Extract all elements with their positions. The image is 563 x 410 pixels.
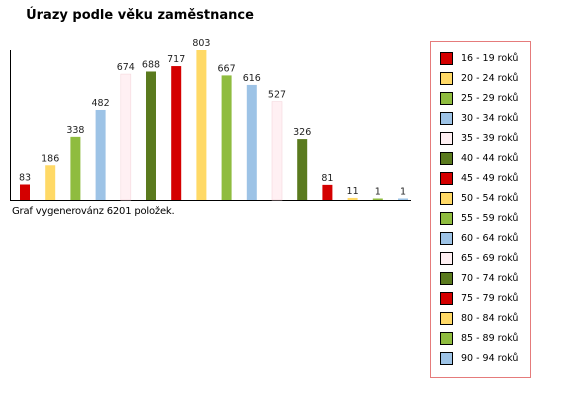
bar-3 [95,109,106,200]
legend-label: 55 - 59 roků [461,212,519,224]
chart-legend: 16 - 19 roků 20 - 24 roků 25 - 29 roků 30 -… [430,41,531,378]
legend-swatch [440,191,453,205]
legend-swatch [440,91,453,105]
bar-value-label-0: 83 [19,172,31,183]
legend-item-8: 55 - 59 roků [440,211,518,225]
bar-5 [146,71,156,201]
legend-item-0: 16 - 19 roků [440,51,518,65]
legend-item-3: 30 - 34 roků [440,111,518,125]
bar-0 [20,184,30,200]
bar-value-label-6: 717 [167,54,185,65]
legend-label: 80 - 84 roků [461,312,519,324]
legend-item-5: 40 - 44 roků [440,151,518,165]
bar-2 [70,136,81,200]
bar-value-label-8: 667 [218,63,236,74]
bar-13 [347,197,358,200]
bar-4 [120,73,132,201]
legend-swatch [440,311,453,325]
legend-swatch [440,131,453,145]
legend-item-11: 70 - 74 roků [440,271,518,285]
legend-item-12: 75 - 79 roků [440,291,518,305]
bar-9 [246,84,257,200]
legend-swatch [440,111,453,125]
bar-15 [398,198,408,200]
footnote: Graf vygenerovánz 6201 položek. [12,206,175,217]
bar-value-label-9: 616 [243,73,261,84]
bar-6 [171,66,182,200]
legend-item-10: 65 - 69 roků [440,251,518,265]
legend-swatch [440,211,453,225]
legend-label: 60 - 64 roků [461,232,519,244]
legend-label: 70 - 74 roků [461,272,519,284]
legend-swatch [440,291,453,305]
legend-label: 85 - 89 roků [461,332,519,344]
legend-swatch [440,151,453,165]
legend-item-1: 20 - 24 roků [440,71,518,85]
bar-value-label-12: 81 [321,173,333,184]
legend-label: 65 - 69 roků [461,252,519,264]
legend-label: 16 - 19 roků [461,52,519,64]
bar-10 [271,101,283,201]
bar-value-label-13: 11 [347,186,359,197]
bar-14 [372,198,383,200]
bar-7 [196,50,207,200]
bar-8 [221,75,232,200]
legend-swatch [440,251,453,265]
legend-label: 35 - 39 roků [461,132,519,144]
legend-label: 25 - 29 roků [461,92,519,104]
bar-value-label-7: 803 [192,38,210,49]
bar-value-label-5: 688 [142,59,160,70]
legend-label: 90 - 94 roků [461,352,519,364]
legend-item-7: 50 - 54 roků [440,191,518,205]
bar-value-label-15: 1 [400,187,406,198]
bar-value-label-11: 326 [293,127,311,138]
bar-value-label-3: 482 [92,98,110,109]
bar-value-label-2: 338 [66,125,84,136]
legend-label: 75 - 79 roků [461,292,519,304]
legend-item-9: 60 - 64 roků [440,231,518,245]
legend-item-15: 90 - 94 roků [440,351,518,365]
bar-12 [322,184,333,200]
legend-swatch [440,71,453,85]
legend-label: 40 - 44 roků [461,152,519,164]
bar-value-label-10: 527 [268,90,286,101]
chart-title: Úrazy podle věku zaměstnance [26,8,254,23]
bar-1 [45,165,56,200]
bar-value-label-1: 186 [41,153,59,164]
legend-item-13: 80 - 84 roků [440,311,518,325]
legend-label: 30 - 34 roků [461,112,519,124]
legend-swatch [440,271,453,285]
legend-swatch [440,331,453,345]
bar-value-label-14: 1 [375,187,381,198]
legend-label: 45 - 49 roků [461,172,519,184]
legend-item-14: 85 - 89 roků [440,331,518,345]
legend-swatch [440,51,453,65]
bar-11 [297,139,308,200]
legend-swatch [440,231,453,245]
legend-label: 50 - 54 roků [461,192,519,204]
legend-item-6: 45 - 49 roků [440,171,518,185]
legend-item-4: 35 - 39 roků [440,131,518,145]
legend-swatch [440,351,453,365]
bar-value-label-4: 674 [117,62,135,73]
legend-swatch [440,171,453,185]
legend-label: 20 - 24 roků [461,72,519,84]
legend-item-2: 25 - 29 roků [440,91,518,105]
